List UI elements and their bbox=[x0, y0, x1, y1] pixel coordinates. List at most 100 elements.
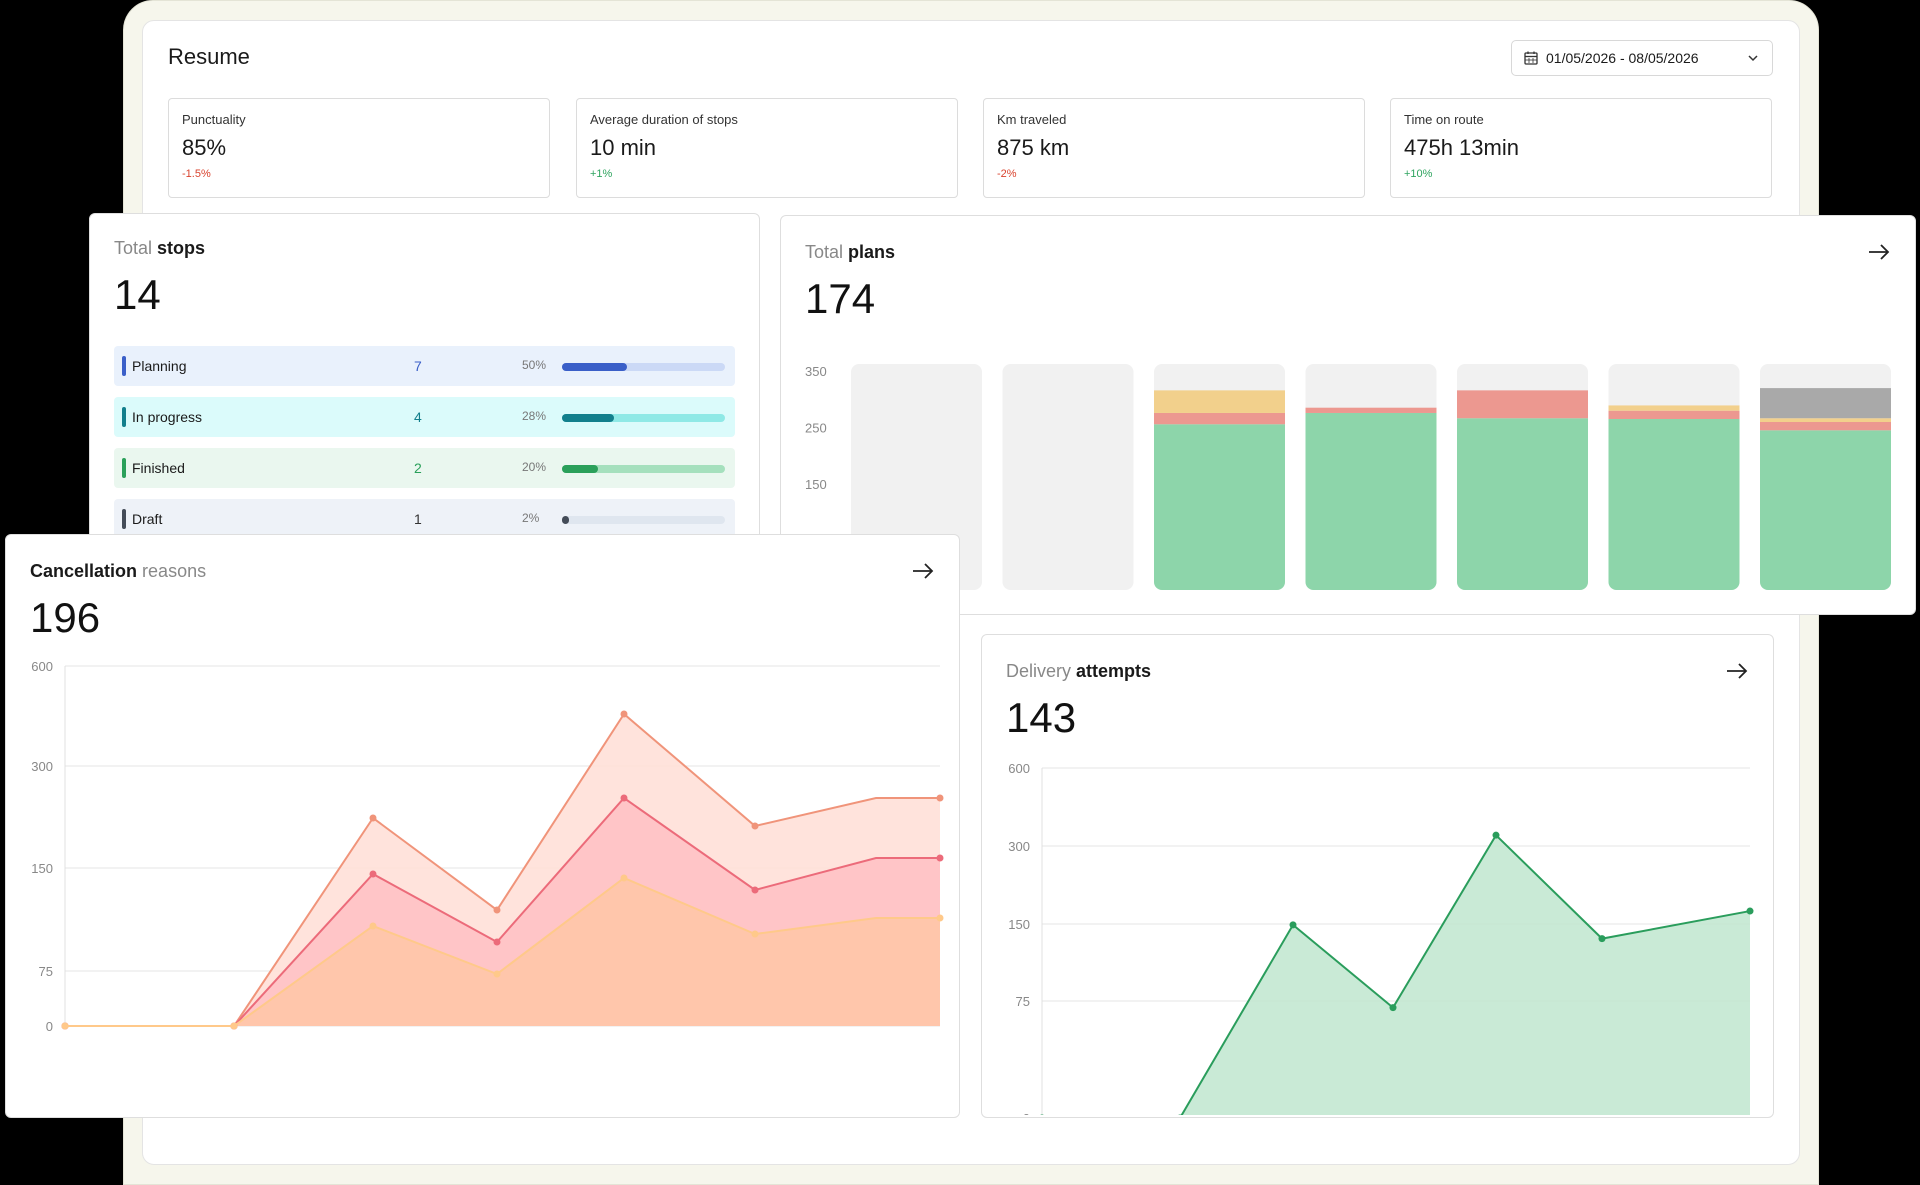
bar-segment[interactable] bbox=[1608, 405, 1740, 411]
status-name: Finished bbox=[132, 460, 185, 476]
card-title-bold: stops bbox=[157, 238, 206, 258]
date-range-picker[interactable]: 01/05/2026 - 08/05/2026 bbox=[1511, 40, 1773, 76]
y-tick-label: 75 bbox=[39, 964, 53, 979]
card-title: Cancellation reasons bbox=[30, 561, 935, 582]
kpi-label: Km traveled bbox=[997, 112, 1067, 127]
data-point[interactable] bbox=[493, 970, 501, 978]
data-point[interactable] bbox=[1389, 1004, 1397, 1012]
bar-segment[interactable] bbox=[1457, 390, 1588, 419]
calendar-icon bbox=[1524, 51, 1538, 65]
data-point[interactable] bbox=[369, 870, 377, 878]
series-area bbox=[1181, 835, 1750, 1115]
plans-bar-chart: 350250150100 bbox=[805, 364, 1891, 590]
arrow-right-icon[interactable] bbox=[911, 561, 935, 581]
data-point[interactable] bbox=[751, 886, 759, 894]
bar-segment[interactable] bbox=[1760, 422, 1891, 431]
data-point[interactable] bbox=[369, 814, 377, 822]
data-point[interactable] bbox=[1177, 1114, 1184, 1116]
data-point[interactable] bbox=[936, 854, 944, 862]
status-progress-track bbox=[562, 363, 725, 371]
kpi-value: 85% bbox=[182, 135, 227, 160]
y-tick-label: 0 bbox=[46, 1019, 53, 1034]
arrow-right-icon[interactable] bbox=[1725, 661, 1749, 681]
y-tick-label: 150 bbox=[1008, 917, 1030, 932]
data-point[interactable] bbox=[936, 794, 944, 802]
data-point[interactable] bbox=[1039, 1114, 1046, 1116]
status-percent: 50% bbox=[522, 358, 547, 372]
bar-segment[interactable] bbox=[1154, 412, 1285, 425]
data-point[interactable] bbox=[620, 874, 628, 882]
kpi-value: 10 min bbox=[590, 135, 657, 160]
y-tick-label: 600 bbox=[1008, 761, 1030, 776]
stop-status-row[interactable]: Planning 7 50% bbox=[114, 346, 735, 386]
page-title: Resume bbox=[168, 44, 250, 69]
data-point[interactable] bbox=[369, 922, 377, 930]
bar-segment[interactable] bbox=[1760, 388, 1891, 419]
data-point[interactable] bbox=[493, 938, 501, 946]
data-point[interactable] bbox=[1746, 907, 1754, 915]
bar-background bbox=[851, 364, 982, 590]
bar-segment[interactable] bbox=[1154, 424, 1285, 590]
bar-segment[interactable] bbox=[1608, 418, 1740, 590]
chevron-down-icon bbox=[1748, 55, 1758, 62]
kpi-label: Time on route bbox=[1404, 112, 1484, 127]
bar-segment[interactable] bbox=[1305, 407, 1437, 413]
y-tick-label: 75 bbox=[1016, 994, 1030, 1009]
cancellation-area-chart: 600 300 150 75 0 bbox=[31, 659, 944, 1034]
y-tick-label: 600 bbox=[31, 659, 53, 674]
bar-segment[interactable] bbox=[1154, 390, 1285, 413]
kpi-value: 475h 13min bbox=[1404, 135, 1519, 160]
bar-segment[interactable] bbox=[1608, 410, 1740, 419]
delivery-attempts-card: Delivery attempts 143 600 300 150 75 0 bbox=[981, 634, 1774, 1118]
status-progress-fill bbox=[562, 363, 628, 371]
data-point[interactable] bbox=[620, 710, 628, 718]
card-title-bold: plans bbox=[848, 242, 896, 262]
stop-status-row[interactable]: Finished 2 20% bbox=[114, 448, 735, 488]
y-tick-label: 300 bbox=[31, 759, 53, 774]
bar-background bbox=[1002, 364, 1134, 590]
data-point[interactable] bbox=[1598, 935, 1606, 943]
cancellation-total-value: 196 bbox=[30, 594, 101, 641]
status-name: Planning bbox=[132, 358, 187, 374]
bar-segment[interactable] bbox=[1305, 412, 1437, 590]
status-progress-fill bbox=[562, 516, 569, 524]
bar-segment[interactable] bbox=[1457, 418, 1588, 590]
bar-segment[interactable] bbox=[1760, 430, 1891, 590]
status-count: 7 bbox=[414, 358, 422, 374]
bar-segment[interactable] bbox=[1760, 418, 1891, 423]
card-title-muted: Delivery bbox=[1006, 661, 1072, 681]
data-point[interactable] bbox=[1289, 921, 1297, 929]
status-progress-fill bbox=[562, 414, 615, 422]
series-area bbox=[65, 878, 940, 1026]
stop-status-row[interactable]: In progress 4 28% bbox=[114, 397, 735, 437]
data-point[interactable] bbox=[936, 914, 944, 922]
status-count: 2 bbox=[414, 460, 422, 476]
card-title-muted: Total bbox=[114, 238, 153, 258]
data-point[interactable] bbox=[751, 930, 759, 938]
y-tick-label: 0 bbox=[1023, 1111, 1030, 1115]
y-tick-label: 300 bbox=[1008, 839, 1030, 854]
delivery-attempts-area-chart: 600 300 150 75 0 bbox=[1008, 761, 1754, 1116]
total-plans-value: 174 bbox=[805, 275, 876, 322]
card-title-muted: reasons bbox=[142, 561, 207, 581]
data-point[interactable] bbox=[620, 794, 628, 802]
series-line bbox=[65, 712, 940, 1027]
data-point[interactable] bbox=[751, 822, 759, 830]
card-title-muted: Total bbox=[805, 242, 844, 262]
card-title: Delivery attempts bbox=[1006, 661, 1749, 682]
data-point[interactable] bbox=[61, 1022, 69, 1030]
data-point[interactable] bbox=[493, 906, 501, 914]
total-plans-card: Total plans 174 350250150100 bbox=[780, 215, 1916, 615]
kpi-value: 875 km bbox=[997, 135, 1070, 160]
arrow-right-icon[interactable] bbox=[1867, 242, 1891, 262]
series-line bbox=[65, 796, 940, 1027]
status-progress-fill bbox=[562, 465, 598, 473]
data-point[interactable] bbox=[230, 1022, 238, 1030]
stop-status-row[interactable]: Draft 1 2% bbox=[114, 499, 735, 539]
cancellation-reasons-card: Cancellation reasons 196 600 300 150 75 0 bbox=[5, 534, 960, 1118]
delivery-attempts-value: 143 bbox=[1006, 694, 1077, 741]
kpi-change: -2% bbox=[997, 168, 1017, 180]
data-point[interactable] bbox=[1492, 831, 1500, 839]
status-percent: 28% bbox=[522, 409, 547, 423]
status-count: 1 bbox=[414, 511, 422, 527]
